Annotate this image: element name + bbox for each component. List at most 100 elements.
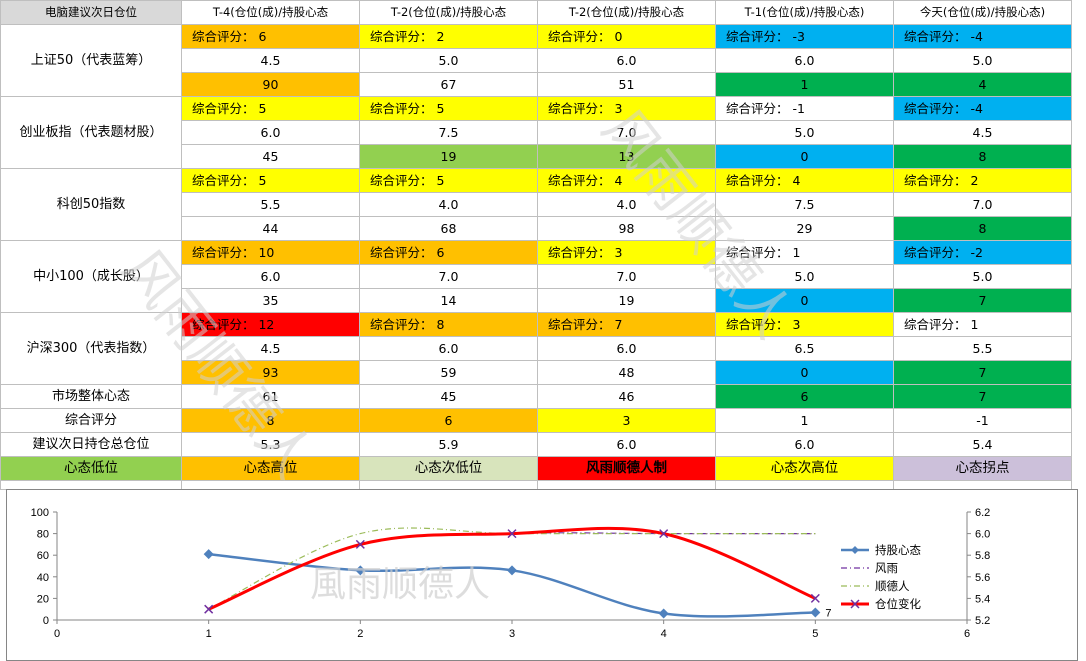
position-cell[interactable]: 4.0 (359, 192, 538, 217)
column-header[interactable]: 电脑建议次日仓位 (0, 0, 182, 25)
score-cell[interactable]: 综合评分： 1 (715, 240, 894, 265)
summary-cell[interactable]: 6 (715, 384, 894, 409)
score-cell[interactable]: 综合评分： 2 (893, 168, 1072, 193)
mood-cell[interactable]: 0 (715, 144, 894, 169)
column-header[interactable]: T-4(仓位(成)/持股心态 (181, 0, 360, 25)
data-point[interactable] (355, 539, 365, 549)
mood-cell[interactable]: 93 (181, 360, 360, 385)
mood-cell[interactable]: 67 (359, 72, 538, 97)
index-name[interactable]: 中小100（成长股） (0, 240, 182, 313)
mood-cell[interactable]: 7 (893, 288, 1072, 313)
summary-cell[interactable]: 3 (537, 408, 716, 433)
index-name[interactable]: 上证50（代表蓝筹） (0, 24, 182, 97)
score-cell[interactable]: 综合评分： 6 (181, 24, 360, 49)
mood-cell[interactable]: 45 (181, 144, 360, 169)
summary-label[interactable]: 建议次日持仓总仓位 (0, 432, 182, 457)
score-cell[interactable]: 综合评分： 10 (181, 240, 360, 265)
position-cell[interactable]: 6.0 (537, 336, 716, 361)
mood-cell[interactable]: 90 (181, 72, 360, 97)
score-cell[interactable]: 综合评分： 2 (359, 24, 538, 49)
mood-cell[interactable]: 0 (715, 360, 894, 385)
summary-cell[interactable]: 8 (181, 408, 360, 433)
column-header[interactable]: T-2(仓位(成)/持股心态 (537, 0, 716, 25)
mood-cell[interactable]: 8 (893, 144, 1072, 169)
position-cell[interactable]: 7.5 (359, 120, 538, 145)
legend-cell[interactable]: 心态次高位 (715, 456, 894, 481)
position-cell[interactable]: 5.5 (181, 192, 360, 217)
data-point[interactable] (659, 529, 669, 539)
score-cell[interactable]: 综合评分： 5 (359, 168, 538, 193)
summary-cell[interactable]: 46 (537, 384, 716, 409)
mood-cell[interactable]: 68 (359, 216, 538, 241)
score-cell[interactable]: 综合评分： 6 (359, 240, 538, 265)
summary-cell[interactable]: -1 (893, 408, 1072, 433)
mood-cell[interactable]: 48 (537, 360, 716, 385)
score-cell[interactable]: 综合评分： 4 (537, 168, 716, 193)
summary-cell[interactable]: 7 (893, 384, 1072, 409)
mood-cell[interactable]: 35 (181, 288, 360, 313)
column-header[interactable]: T-1(仓位(成)/持股心态) (715, 0, 894, 25)
summary-cell[interactable]: 5.9 (359, 432, 538, 457)
summary-cell[interactable]: 6.0 (715, 432, 894, 457)
legend-cell[interactable]: 心态次低位 (359, 456, 538, 481)
mood-cell[interactable]: 14 (359, 288, 538, 313)
score-cell[interactable]: 综合评分： 3 (537, 240, 716, 265)
position-cell[interactable]: 6.0 (715, 48, 894, 73)
position-cell[interactable]: 5.0 (359, 48, 538, 73)
data-point[interactable] (203, 549, 214, 560)
mood-cell[interactable]: 19 (537, 288, 716, 313)
data-point[interactable] (204, 604, 214, 614)
position-cell[interactable]: 7.0 (537, 120, 716, 145)
mood-cell[interactable]: 29 (715, 216, 894, 241)
position-cell[interactable]: 6.0 (181, 120, 360, 145)
score-cell[interactable]: 综合评分： 0 (537, 24, 716, 49)
legend-cell[interactable]: 心态低位 (0, 456, 182, 481)
mood-cell[interactable]: 51 (537, 72, 716, 97)
mood-cell[interactable]: 1 (715, 72, 894, 97)
summary-label[interactable]: 综合评分 (0, 408, 182, 433)
mood-cell[interactable]: 7 (893, 360, 1072, 385)
summary-cell[interactable]: 6 (359, 408, 538, 433)
mood-cell[interactable]: 59 (359, 360, 538, 385)
column-header[interactable]: T-2(仓位(成)/持股心态 (359, 0, 538, 25)
legend-cell[interactable]: 风雨顺德人制 (537, 456, 716, 481)
position-cell[interactable]: 7.0 (537, 264, 716, 289)
score-cell[interactable]: 综合评分： 7 (537, 312, 716, 337)
position-cell[interactable]: 5.0 (893, 48, 1072, 73)
summary-cell[interactable]: 45 (359, 384, 538, 409)
data-point[interactable] (658, 608, 669, 619)
legend-cell[interactable]: 心态拐点 (893, 456, 1072, 481)
data-point[interactable] (507, 565, 517, 576)
index-name[interactable]: 创业板指（代表题材股） (0, 96, 182, 169)
series-line-2[interactable] (208, 527, 816, 610)
score-cell[interactable]: 综合评分： 1 (893, 312, 1072, 337)
data-point[interactable] (355, 565, 366, 576)
mood-cell[interactable]: 44 (181, 216, 360, 241)
position-cell[interactable]: 4.5 (893, 120, 1072, 145)
position-cell[interactable]: 6.0 (181, 264, 360, 289)
score-cell[interactable]: 综合评分： 3 (537, 96, 716, 121)
position-cell[interactable]: 5.0 (715, 264, 894, 289)
score-cell[interactable]: 综合评分： -1 (715, 96, 894, 121)
index-name[interactable]: 科创50指数 (0, 168, 182, 241)
position-cell[interactable]: 6.0 (359, 336, 538, 361)
chart-area[interactable]: 0 20 40 60 80 100 5.2 5.4 5.6 5.8 6.0 6.2 0 1 2 3 4 5 6 7 持股… (6, 489, 1078, 661)
position-cell[interactable]: 4.5 (181, 48, 360, 73)
score-cell[interactable]: 综合评分： 5 (181, 96, 360, 121)
series-line-0[interactable] (208, 552, 816, 618)
mood-cell[interactable]: 4 (893, 72, 1072, 97)
position-cell[interactable]: 6.0 (537, 48, 716, 73)
mood-cell[interactable]: 13 (537, 144, 716, 169)
data-point[interactable] (810, 593, 820, 603)
summary-label[interactable]: 市场整体心态 (0, 384, 182, 409)
score-cell[interactable]: 综合评分： -3 (715, 24, 894, 49)
summary-cell[interactable]: 1 (715, 408, 894, 433)
score-cell[interactable]: 综合评分： 5 (181, 168, 360, 193)
position-cell[interactable]: 5.5 (893, 336, 1072, 361)
summary-cell[interactable]: 6.0 (537, 432, 716, 457)
position-cell[interactable]: 7.5 (715, 192, 894, 217)
position-cell[interactable]: 6.5 (715, 336, 894, 361)
position-cell[interactable]: 7.0 (893, 192, 1072, 217)
summary-cell[interactable]: 61 (181, 384, 360, 409)
summary-cell[interactable]: 5.4 (893, 432, 1072, 457)
